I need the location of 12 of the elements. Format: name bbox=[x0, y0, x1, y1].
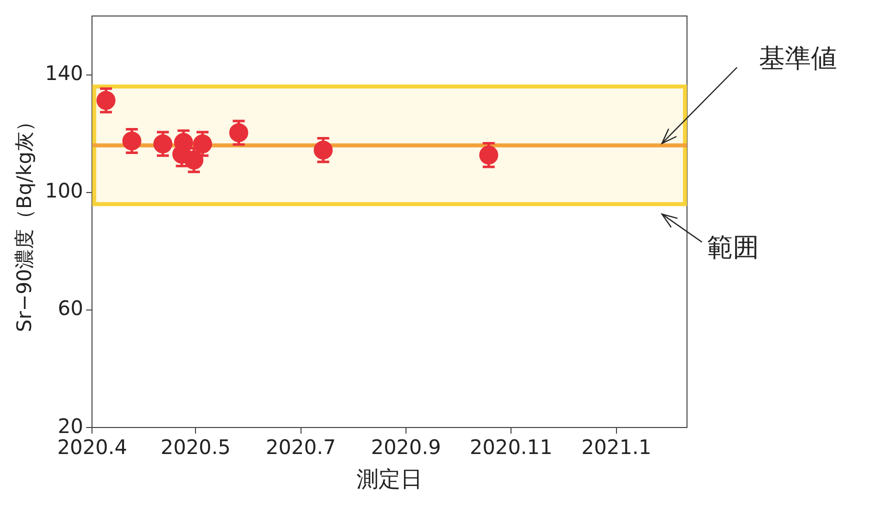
x-tick-label: 2020.5 bbox=[160, 434, 231, 459]
band-label: 範囲 bbox=[707, 232, 759, 263]
ref-line-label: 基準値 bbox=[759, 44, 837, 74]
y-axis-title: Sr−90濃度（Bq/kg灰） bbox=[12, 112, 36, 332]
x-tick-label: 2020.9 bbox=[370, 434, 441, 459]
x-tick-label: 2020.11 bbox=[470, 434, 552, 459]
x-axis-title: 測定日 bbox=[356, 468, 423, 493]
y-tick-label: 140 bbox=[44, 61, 84, 86]
y-tick-label: 100 bbox=[44, 178, 84, 203]
x-tick-label: 2020.7 bbox=[266, 434, 336, 459]
y-tick-label: 60 bbox=[58, 296, 84, 320]
x-tick-label: 2021.1 bbox=[581, 434, 652, 459]
